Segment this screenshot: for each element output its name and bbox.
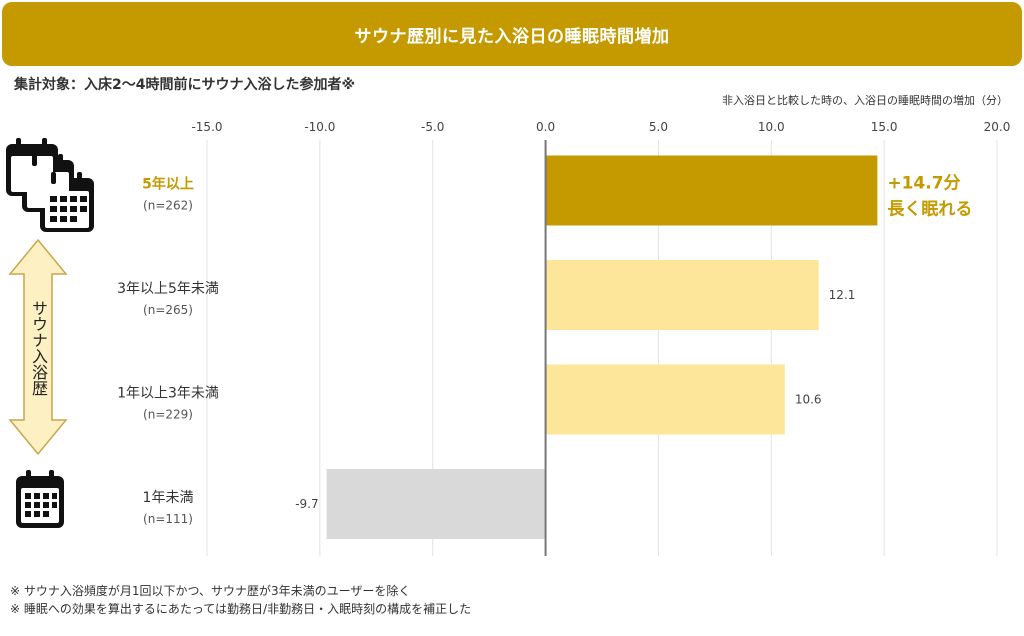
sample-size-label: (n=262) [143,199,193,213]
category-label: 3年以上5年未満 [117,281,219,297]
x-tick-label: 0.0 [536,120,555,134]
highlight-value-label: +14.7分 [887,174,960,194]
side-axis-label: サウナ入浴歴 [29,300,48,396]
footnote-1: ※ サウナ入浴頻度が月1回以下かつ、サウナ歴が3年未満のユーザーを除く [10,584,411,598]
bar [326,469,546,539]
data-label: 10.6 [795,393,822,407]
double-arrow-icon: サウナ入浴歴 [8,238,68,456]
x-tick-label: -10.0 [304,120,335,134]
bar [545,155,878,226]
data-label: 12.1 [829,288,856,302]
category-label: 5年以上 [142,176,194,193]
title-banner: サウナ歴別に見た入浴日の睡眠時間増加 [2,2,1022,66]
x-tick-label: 15.0 [871,120,898,134]
unit-note: 非入浴日と比較した時の、入浴日の睡眠時間の増加（分） [722,94,1008,107]
x-tick-label: 10.0 [758,120,785,134]
category-label: 1年以上3年未満 [117,386,219,402]
x-tick-label: 20.0 [984,120,1011,134]
x-tick-label: -15.0 [191,120,222,134]
x-tick-label: -5.0 [421,120,444,134]
chart-subtitle: 集計対象：入床2〜4時間前にサウナ入浴した参加者※ [14,77,356,93]
stacked-calendars-icon [6,138,94,232]
calendar-icon [16,470,64,528]
bar [545,260,819,330]
bar [545,364,785,435]
category-label: 1年未満 [143,490,194,506]
sample-size-label: (n=229) [143,408,193,422]
sample-size-label: (n=265) [143,303,193,317]
highlight-caption-label: 長く眠れる [887,200,972,220]
x-tick-label: 5.0 [649,120,668,134]
data-label: -9.7 [295,497,318,511]
chart-title: サウナ歴別に見た入浴日の睡眠時間増加 [354,26,670,47]
sample-size-label: (n=111) [143,512,193,526]
footnote-2: ※ 睡眠への効果を算出するにあたっては勤務日/非勤務日・入眠時刻の構成を補正した [10,602,472,616]
